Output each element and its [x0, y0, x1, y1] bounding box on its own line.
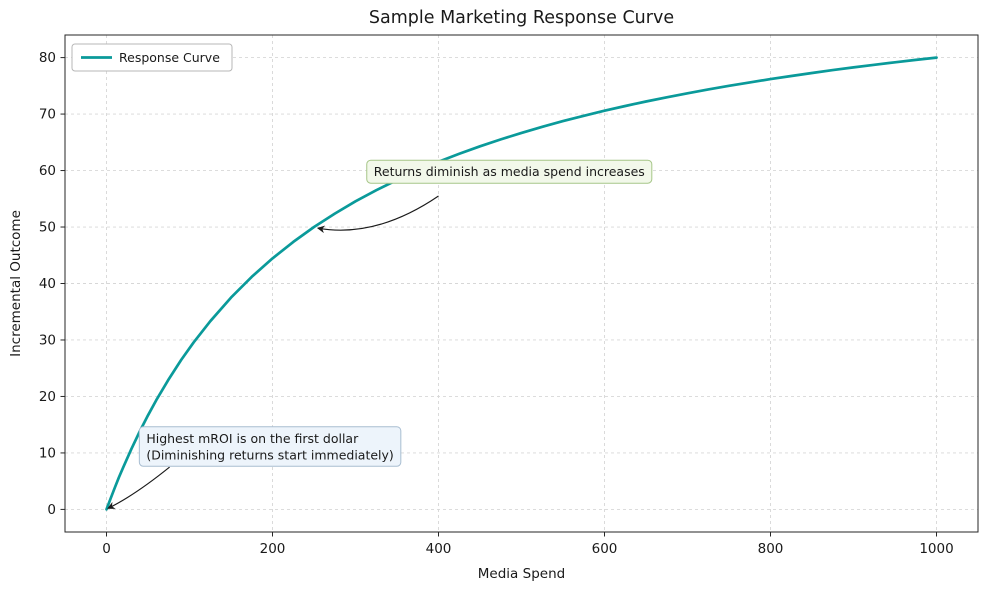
- y-tick-label: 10: [39, 445, 56, 461]
- y-tick-label: 40: [39, 276, 56, 292]
- y-tick-label: 70: [39, 107, 56, 123]
- annotation-arrow: [316, 195, 439, 234]
- y-tick-label: 20: [39, 389, 56, 405]
- annotation-box: [138, 426, 402, 467]
- x-tick-label: 200: [260, 541, 286, 557]
- annotation-diminishing-returns: Returns diminish as media spend increase…: [316, 159, 653, 234]
- y-axis-label: Incremental Outcome: [8, 210, 24, 357]
- x-tick-label: 400: [426, 541, 452, 557]
- response-curve-line: [105, 56, 938, 511]
- x-axis-label: Media Spend: [478, 566, 565, 582]
- legend: Response Curve: [71, 43, 233, 72]
- annotation-highest-mroi: Highest mROI is on the first dollar (Dimi…: [107, 426, 402, 509]
- x-tick-label: 800: [758, 541, 784, 557]
- tick-marks: [60, 57, 937, 537]
- annotation-text: Returns diminish as media spend increase…: [374, 164, 645, 179]
- annotation-text-line: (Diminishing returns start immediately): [146, 447, 393, 462]
- legend-box: [71, 43, 233, 72]
- annotation-text-line: Highest mROI is on the first dollar: [146, 431, 359, 446]
- x-tick-label: 1000: [919, 541, 953, 557]
- y-tick-label: 50: [39, 220, 56, 236]
- legend-label: Response Curve: [119, 50, 220, 65]
- x-tick-label: 0: [102, 541, 111, 557]
- annotation-box: [366, 159, 653, 184]
- y-tick-label: 60: [39, 163, 56, 179]
- annotation-text-line: Returns diminish as media spend increase…: [374, 164, 645, 179]
- chart-title: Sample Marketing Response Curve: [369, 8, 674, 28]
- y-tick-label: 0: [47, 502, 56, 518]
- annotation-text: Highest mROI is on the first dollar (Dimi…: [146, 431, 393, 463]
- y-tick-label: 30: [39, 332, 56, 348]
- annotation-arrow: [107, 466, 170, 509]
- x-tick-label: 600: [592, 541, 618, 557]
- y-tick-label: 80: [39, 50, 56, 66]
